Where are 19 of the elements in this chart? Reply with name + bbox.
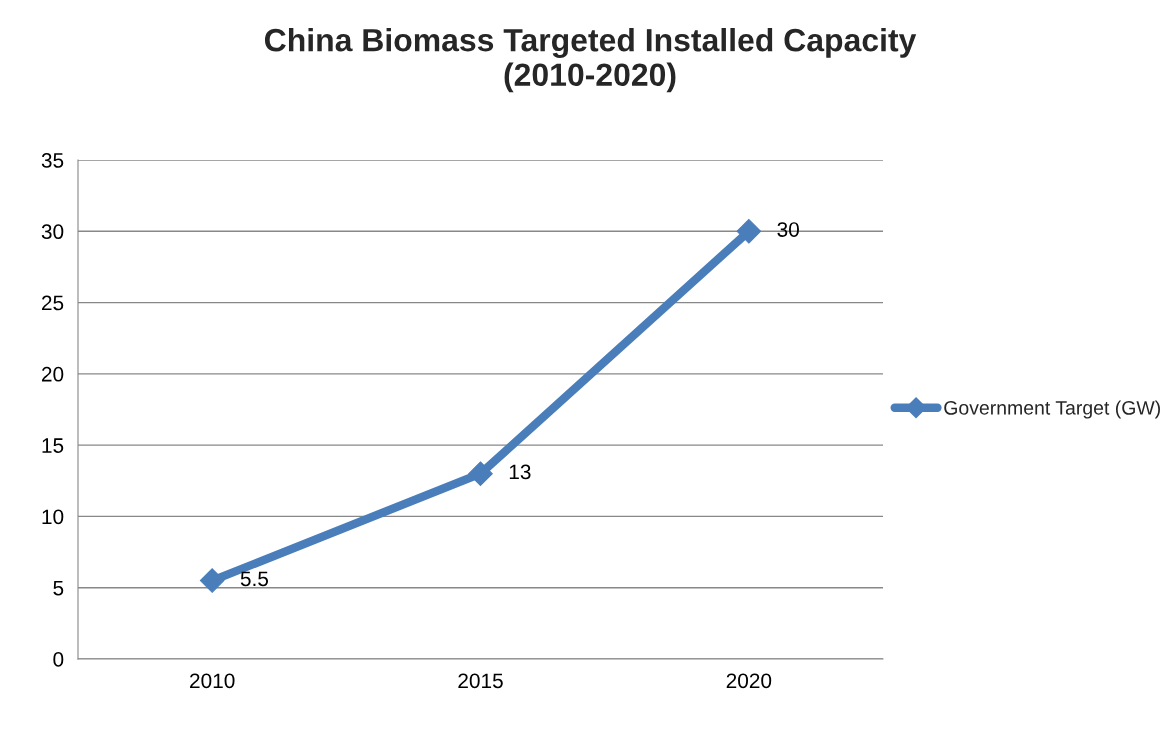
data-label: 5.5 [240, 571, 269, 587]
x-tick-label: 2010 [190, 673, 235, 689]
data-label: 30 [777, 222, 799, 237]
y-tick-label: 5 [53, 580, 64, 596]
chart-title: China Biomass Targeted Installed Capacity (2010-2020) [264, 28, 917, 93]
data-label: 13 [509, 464, 531, 480]
y-tick-label: 35 [41, 153, 64, 168]
x-tick-label: 2020 [726, 673, 772, 689]
x-tick-label: 2015 [458, 673, 503, 689]
point [199, 568, 225, 593]
y-tick-label: 25 [41, 295, 64, 311]
legend-label: Government Target (GW) [944, 400, 1160, 419]
y-tick-label: 0 [53, 652, 64, 667]
y-tick-label: 20 [41, 366, 64, 382]
y-tick-label: 10 [42, 509, 64, 525]
point [736, 218, 762, 244]
y-tick-label: 30 [41, 224, 64, 240]
point [468, 461, 493, 486]
y-tick-label: 15 [42, 438, 64, 453]
